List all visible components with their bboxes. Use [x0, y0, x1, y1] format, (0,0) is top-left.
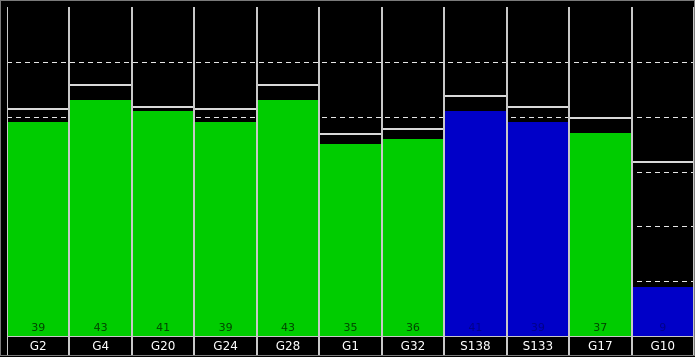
- satellite-id-label: G24: [194, 337, 257, 355]
- signal-bar-fill: [70, 100, 131, 336]
- satellite-id-label: S133: [506, 337, 570, 355]
- reference-level-line: [570, 116, 631, 119]
- signal-bar-fill: [632, 286, 693, 336]
- reference-level-line: [132, 105, 194, 108]
- signal-value-label: 41: [156, 321, 171, 334]
- signal-bar-fill: [445, 111, 506, 336]
- satellite-id-label: G20: [131, 337, 195, 355]
- satellite-bar-g32: 36: [381, 7, 445, 336]
- signal-value-label: 41: [468, 321, 483, 334]
- satellite-bar-g17: 37: [569, 7, 632, 336]
- satellite-bar-g1: 35: [319, 7, 382, 336]
- chart-baseline: [7, 336, 694, 337]
- signal-bar-fill: [195, 122, 256, 336]
- satellite-bar-g20: 41: [131, 7, 195, 336]
- satellite-id-label: G1: [319, 337, 382, 355]
- signal-value-label: 39: [530, 321, 545, 334]
- signal-bar-fill: [507, 122, 569, 336]
- reference-level-line: [632, 160, 693, 163]
- signal-value-label: 37: [593, 321, 608, 334]
- reference-level-line: [8, 108, 69, 111]
- satellite-bar-s138: 41: [444, 7, 507, 336]
- satellite-id-label: G32: [381, 337, 445, 355]
- signal-bar-fill: [8, 122, 69, 336]
- reference-level-line: [507, 105, 569, 108]
- reference-level-line: [445, 94, 506, 97]
- reference-level-line: [70, 83, 131, 86]
- reference-level-line: [257, 83, 319, 86]
- signal-bar-fill: [570, 133, 631, 336]
- signal-value-label: 35: [343, 321, 358, 334]
- satellite-bar-g24: 39: [194, 7, 257, 336]
- signal-bar-fill: [382, 138, 444, 336]
- satellite-bar-g10: 9: [631, 7, 694, 336]
- reference-level-line: [382, 127, 444, 130]
- signal-bar-fill: [320, 144, 381, 336]
- signal-bar-fill: [132, 111, 194, 336]
- reference-level-line: [195, 108, 256, 111]
- satellite-bar-g4: 43: [69, 7, 132, 336]
- satellite-bar-s133: 39: [506, 7, 570, 336]
- signal-value-label: 43: [281, 321, 296, 334]
- signal-value-label: 43: [93, 321, 108, 334]
- satellite-id-label: G28: [256, 337, 320, 355]
- satellite-id-label: S138: [444, 337, 507, 355]
- reference-level-line: [320, 133, 381, 136]
- satellite-bar-g28: 43: [256, 7, 320, 336]
- satellite-id-label: G17: [569, 337, 632, 355]
- signal-value-label: 36: [405, 321, 420, 334]
- signal-bar-fill: [257, 100, 319, 336]
- satellite-bar-g2: 39: [7, 7, 70, 336]
- signal-value-label: 39: [31, 321, 46, 334]
- satellite-id-label: G2: [7, 337, 70, 355]
- satellite-id-label: G4: [69, 337, 132, 355]
- satellite-id-label: G10: [631, 337, 694, 355]
- signal-value-label: 9: [659, 321, 667, 334]
- signal-value-label: 39: [218, 321, 233, 334]
